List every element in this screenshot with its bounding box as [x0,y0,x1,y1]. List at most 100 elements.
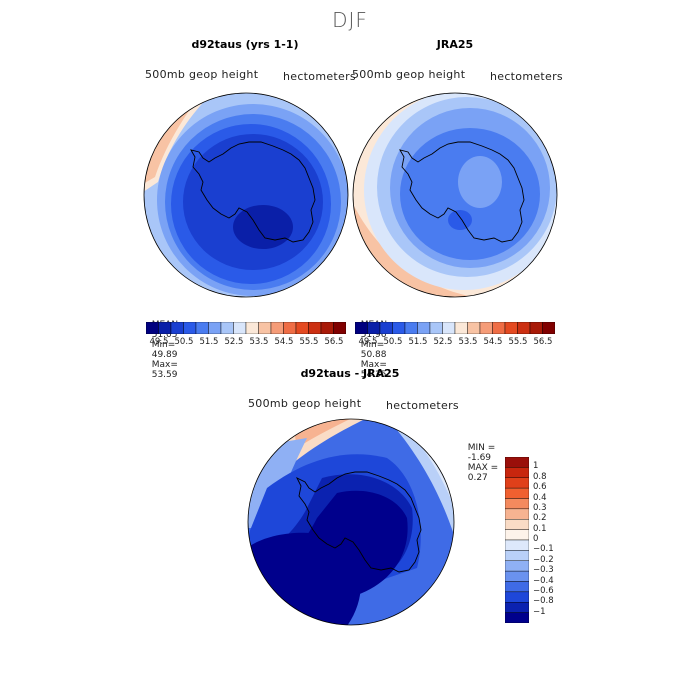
colorbar-tick-label: 0 [533,534,539,544]
colorbar-swatch [158,322,172,334]
colorbar-swatch [505,591,529,603]
min-label-diff: MIN = [467,443,496,453]
colorbar-tick-label: 54.5 [274,337,294,347]
figure-title: DJF [332,8,368,32]
colorbar-swatch [320,322,334,334]
colorbar-swatch [392,322,406,334]
coastline-obs [399,141,525,243]
colorbar-tick-label: 0.8 [533,471,547,482]
panel-title-model: d92taus (yrs 1-1) [191,38,299,51]
colorbar-model [146,322,346,334]
colorbar-tick-label: 56.5 [533,337,553,347]
max-label-model: Max= [151,360,178,370]
colorbar-swatch [333,322,346,334]
stats-diff: MIN = -1.69 MAX = 0.27 [462,433,499,483]
colorbar-swatch [170,322,184,334]
colorbar-tick-label: 0.6 [533,482,547,493]
colorbar-tick-label: 49.5 [149,337,169,347]
colorbar-swatch [355,322,368,334]
colorbar-tick-label: 52.5 [224,337,244,347]
colorbar-tick-label: −0.8 [533,596,554,607]
colorbar-tick-label: 50.5 [174,337,194,347]
colorbar-tick-label: 0.1 [533,523,547,534]
mean-value-obs: 51.96 [360,330,387,340]
min-label-model: Min= [151,340,176,350]
colorbar-swatch [295,322,309,334]
colorbar-swatch [505,529,529,541]
min-value-obs: 50.88 [360,350,387,360]
colorbar-swatch [505,550,529,561]
colorbar-swatch [505,477,529,489]
colorbar-tick-label: 55.5 [299,337,319,347]
colorbar-tick-label: −1 [533,606,546,617]
colorbar-tick-label: 54.5 [483,337,503,347]
colorbar-swatch [417,322,431,334]
colorbar-swatch [505,519,529,530]
max-label-diff: MAX = [467,463,499,473]
colorbar-swatch [270,322,284,334]
colorbar-swatch [542,322,555,334]
colorbar-swatch [505,570,529,582]
colorbar-swatch [208,322,222,334]
colorbar-tick-label: 0.4 [533,492,547,503]
colorbar-obs [355,322,555,334]
colorbar-swatch [220,322,234,334]
colorbar-swatch [505,457,529,468]
min-value-diff: -1.69 [467,453,492,463]
max-value-obs: 54.35 [360,370,387,380]
colorbar-tick-label: 53.5 [458,337,478,347]
colorbar-tick-label: 0.2 [533,513,547,524]
colorbar-swatch [505,602,529,613]
colorbar-tick-label: −0.2 [533,554,554,565]
colorbar-tick-label: −0.3 [533,565,554,576]
coastline-model [190,141,316,243]
colorbar-swatch [442,322,456,334]
colorbar-swatch [454,322,468,334]
units-label-obs: hectometers [490,70,563,83]
colorbar-swatch [505,560,529,572]
colorbar-swatch [283,322,297,334]
map-model [143,92,349,298]
colorbar-swatch [146,322,159,334]
colorbar-tick-label: −0.4 [533,575,554,586]
map-obs [352,92,558,298]
colorbar-tick-label: 51.5 [408,337,428,347]
max-value-model: 53.59 [151,370,178,380]
field-label-obs: 500mb geop height [352,68,466,81]
colorbar-labels-diff: 1 0.8 0.6 0.4 0.3 0.2 0.1 0 −0.1 −0.2 −0.3 −0.4 −0.6… [533,457,573,623]
colorbar-tick-label: 53.5 [249,337,269,347]
colorbar-swatch [479,322,493,334]
colorbar-swatch [505,581,529,593]
colorbar-tick-label: 56.5 [324,337,344,347]
colorbar-swatch [529,322,543,334]
colorbar-diff [505,457,529,623]
colorbar-labels-model: 49.5 50.5 51.5 52.5 53.5 54.5 55.5 56.5 [146,337,346,349]
colorbar-tick-label: −0.1 [533,544,554,555]
coastline-diff [295,471,422,573]
colorbar-swatch [505,467,529,478]
field-label-diff: 500mb geop height [248,397,362,410]
colorbar-swatch [367,322,381,334]
panel-title-obs: JRA25 [436,38,474,51]
min-value-model: 49.89 [151,350,178,360]
colorbar-swatch [505,508,529,520]
colorbar-swatch [492,322,506,334]
colorbar-tick-label: 55.5 [508,337,528,347]
panel-title-diff: d92taus - JRA25 [300,367,400,380]
colorbar-swatch [245,322,259,334]
colorbar-tick-label: 50.5 [383,337,403,347]
min-label-obs: Min= [360,340,385,350]
field-label-model: 500mb geop height [145,68,259,81]
max-label-obs: Max= [360,360,387,370]
colorbar-swatch [505,612,529,623]
units-label-diff: hectometers [386,399,459,412]
colorbar-swatch [505,539,529,551]
colorbar-tick-label: −0.6 [533,585,554,596]
colorbar-swatch [258,322,272,334]
colorbar-tick-label: 1 [533,461,539,472]
max-value-diff: 0.27 [467,473,488,483]
colorbar-swatch [404,322,418,334]
map-diff [247,418,455,626]
colorbar-swatch [467,322,481,334]
colorbar-tick-label: 52.5 [433,337,453,347]
